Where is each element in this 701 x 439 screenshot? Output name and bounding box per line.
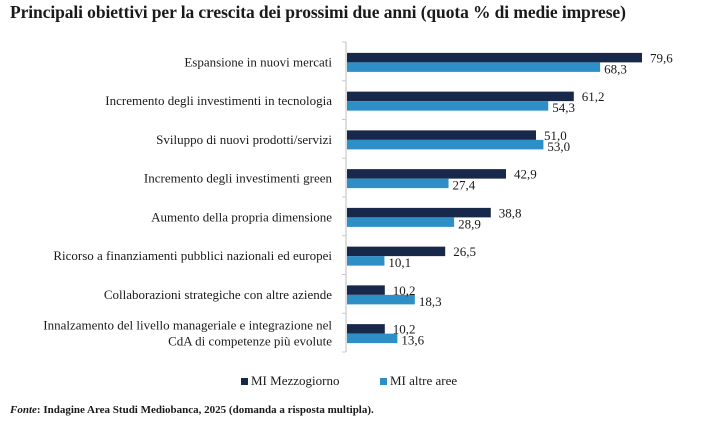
category-label: CdA di competenze più evolute (168, 334, 332, 349)
category-label: Collaborazioni strategiche con altre azi… (104, 287, 332, 302)
bar-mezzogiorno (347, 52, 642, 63)
data-label: 10,2 (393, 283, 416, 298)
source-text: : Indagine Area Studi Mediobanca, 2025 (… (36, 404, 374, 416)
category-label: Aumento della propria dimensione (151, 209, 332, 224)
legend-swatch-mezzogiorno (241, 377, 248, 385)
bar-mezzogiorno (347, 130, 537, 140)
data-label: 53,0 (547, 139, 570, 154)
bar-mezzogiorno (347, 91, 574, 102)
data-label: 42,9 (514, 167, 537, 182)
category-label: Sviluppo di nuovi prodotti/servizi (156, 132, 332, 147)
category-label: Incremento degli investimenti in tecnolo… (105, 93, 332, 108)
category-label: Ricorso a finanziamenti pubblici naziona… (53, 248, 332, 263)
data-label: 27,4 (453, 178, 476, 193)
data-label: 18,3 (419, 294, 442, 309)
data-label: 51,0 (544, 128, 567, 143)
legend-swatch-altre-aree (380, 377, 387, 385)
legend-label: MI Mezzogiorno (251, 373, 340, 388)
data-label: 28,9 (458, 216, 481, 231)
data-label: 61,2 (582, 89, 605, 104)
bar-altre-aree (347, 294, 415, 305)
data-label: 10,2 (393, 322, 416, 337)
data-label: 68,3 (604, 61, 627, 76)
legend-item-altre-aree: MI altre aree (380, 373, 457, 389)
bar-mezzogiorno (347, 324, 385, 334)
data-label: 26,5 (453, 244, 476, 259)
data-label: 79,6 (650, 50, 673, 65)
bar-altre-aree (347, 62, 601, 72)
data-label: 54,3 (552, 100, 575, 115)
category-label: Innalzamento del livello manageriale e i… (43, 318, 332, 333)
source-note: Fonte: Indagine Area Studi Mediobanca, 2… (10, 404, 374, 416)
source-prefix: Fonte (10, 404, 37, 416)
category-label: Incremento degli investimenti green (144, 171, 333, 186)
bar-mezzogiorno (347, 246, 446, 257)
bar-altre-aree (347, 256, 385, 266)
bar-mezzogiorno (347, 169, 506, 179)
bar-altre-aree (347, 178, 449, 189)
bar-altre-aree (347, 333, 398, 344)
bar-altre-aree (347, 139, 544, 150)
legend-label: MI altre aree (390, 373, 458, 388)
data-label: 38,8 (499, 205, 522, 220)
data-label: 13,6 (401, 333, 424, 348)
bar-mezzogiorno (347, 207, 491, 218)
category-label: Espansione in nuovi mercati (184, 54, 332, 69)
bar-mezzogiorno (347, 285, 385, 295)
legend-item-mezzogiorno: MI Mezzogiorno (241, 373, 339, 389)
bar-altre-aree (347, 217, 455, 227)
bar-altre-aree (347, 101, 549, 111)
data-label: 10,1 (388, 255, 411, 270)
chart-title: Principali obiettivi per la crescita dei… (10, 2, 626, 22)
